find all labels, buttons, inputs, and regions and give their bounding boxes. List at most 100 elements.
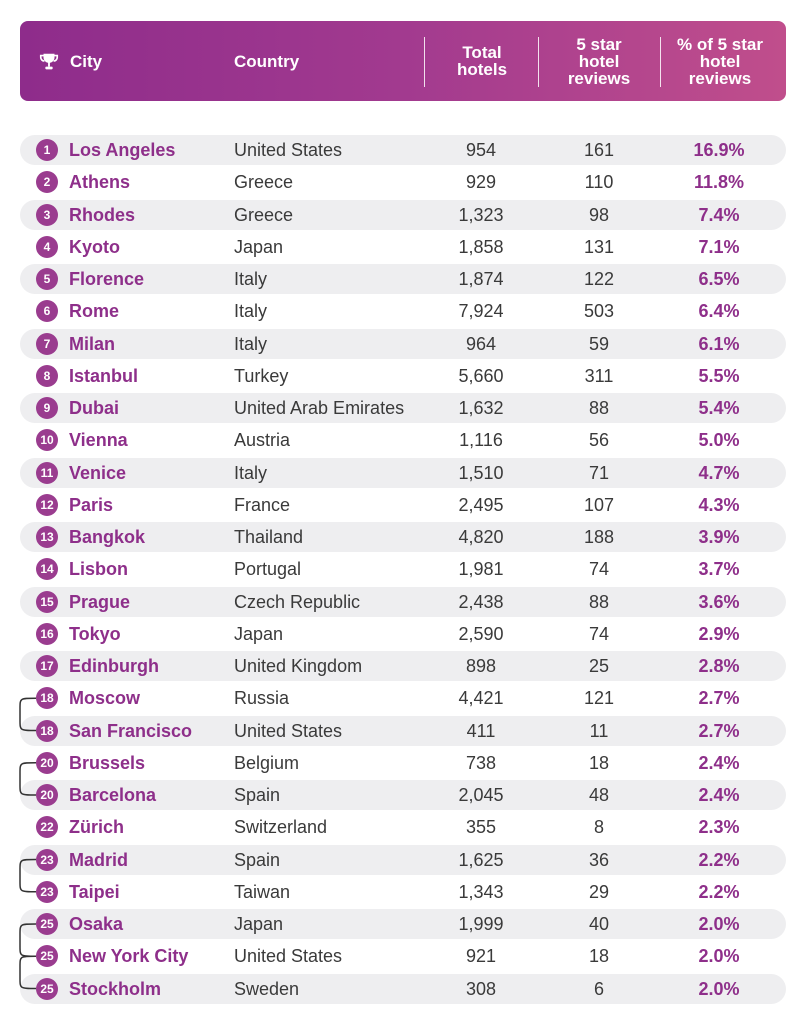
table-row: 1 Los Angeles United States 954 161 16.9% [20,135,786,165]
table-row: 8 Istanbul Turkey 5,660 311 5.5% [20,361,786,391]
pct-five-star: 6.4% [698,301,740,322]
country-name: Greece [234,172,294,193]
pct-five-star: 3.6% [698,591,740,612]
five-star-reviews: 18 [588,946,610,967]
city-name: Athens [69,172,131,193]
rank-badge: 18 [36,687,58,710]
five-star-reviews: 311 [584,365,614,386]
country-name: Italy [234,301,268,322]
country-name: Czech Republic [234,591,361,612]
five-star-reviews: 11 [589,720,609,741]
table-row: 11 Venice Italy 1,510 71 4.7% [20,457,786,488]
pct-five-star: 3.7% [698,559,740,580]
tie-bracket [19,762,37,796]
total-hotels: 929 [465,172,497,193]
country-name: Sweden [234,978,300,999]
five-star-reviews: 122 [583,269,615,289]
total-hotels: 1,510 [458,462,504,483]
country-name: United Kingdom [234,656,363,676]
five-star-reviews: 74 [588,559,610,580]
country-name: Turkey [234,365,289,386]
rank-badge: 10 [36,429,58,452]
pct-five-star: 2.7% [698,688,740,709]
pct-five-star: 2.0% [698,914,740,934]
total-hotels: 964 [465,333,497,354]
rank-badge: 22 [36,816,58,839]
rank-badge: 6 [36,300,58,323]
pct-five-star: 2.4% [698,752,740,773]
city-name: Moscow [69,688,141,709]
five-star-reviews: 48 [588,785,610,805]
pct-five-star: 2.0% [698,946,740,967]
pct-five-star: 11.8% [693,172,745,193]
rank-badge: 2 [36,171,58,194]
rank-badge: 16 [36,622,58,645]
pct-five-star: 7.1% [698,236,740,257]
rank-badge: 12 [36,493,58,516]
city-name: New York City [69,946,189,967]
city-name: Florence [69,269,145,289]
pct-five-star: 4.3% [698,494,740,515]
five-star-reviews: 56 [588,430,610,451]
trophy-icon [39,53,59,70]
rank-badge: 13 [36,526,58,548]
total-hotels: 355 [465,817,497,838]
country-name: Austria [234,430,291,451]
country-name: Japan [234,623,284,644]
city-name: Los Angeles [69,140,176,160]
five-star-reviews: 29 [588,881,610,902]
five-star-reviews: 18 [588,752,610,773]
five-star-reviews: 36 [588,849,610,870]
country-name: Japan [234,236,284,257]
country-name: Japan [234,914,284,934]
total-hotels: 2,590 [458,623,504,644]
total-hotels: 1,116 [459,430,503,451]
five-star-reviews: 25 [588,656,610,676]
header-divider [424,37,425,87]
rank-badge: 18 [36,719,58,742]
five-star-reviews: 131 [583,236,615,257]
pct-five-star: 2.7% [698,720,740,741]
rank-badge: 11 [36,461,58,484]
table-row: 25 New York City United States 921 18 2.0% [20,941,786,971]
five-star-reviews: 110 [584,172,614,193]
five-star-reviews: 71 [588,462,610,483]
city-name: Tokyo [69,623,121,644]
tie-bracket [19,858,37,893]
five-star-reviews: 88 [588,591,610,612]
city-name: Brussels [69,752,146,773]
total-hotels: 308 [465,978,497,999]
city-name: Madrid [69,849,129,870]
total-hotels: 1,858 [458,236,504,257]
city-name: Rhodes [69,204,136,225]
city-name: Vienna [69,430,128,451]
total-hotels: 1,343 [458,881,504,902]
pct-five-star: 2.2% [698,881,740,902]
rank-badge: 15 [36,590,58,613]
table-row: 15 Prague Czech Republic 2,438 88 3.6% [20,586,786,617]
country-name: Russia [234,688,290,709]
rank-badge: 25 [36,913,58,935]
rank-badge: 14 [36,558,58,581]
table-row: 5 Florence Italy 1,874 122 6.5% [20,264,786,294]
pct-five-star: 2.4% [698,785,740,805]
total-hotels: 1,999 [458,914,504,934]
total-hotels: 4,421 [458,688,504,709]
country-name: United Arab Emirates [234,398,405,418]
table-row: 6 Rome Italy 7,924 503 6.4% [20,296,786,326]
table-row: 7 Milan Italy 964 59 6.1% [20,328,786,359]
total-hotels: 411 [466,720,496,741]
five-star-reviews: 188 [583,527,615,547]
city-name: Lisbon [69,559,128,580]
pct-five-star: 2.2% [698,849,740,870]
header-five-star-reviews: 5 star hotel reviews [567,34,631,88]
header-city: City [70,51,103,71]
table-row: 25 Osaka Japan 1,999 40 2.0% [20,909,786,939]
total-hotels: 954 [465,140,497,160]
pct-five-star: 16.9% [693,140,745,160]
city-name: Edinburgh [69,656,159,676]
table-row: 18 Moscow Russia 4,421 121 2.7% [20,683,786,713]
tie-bracket [19,923,37,957]
country-name: United States [234,946,343,967]
